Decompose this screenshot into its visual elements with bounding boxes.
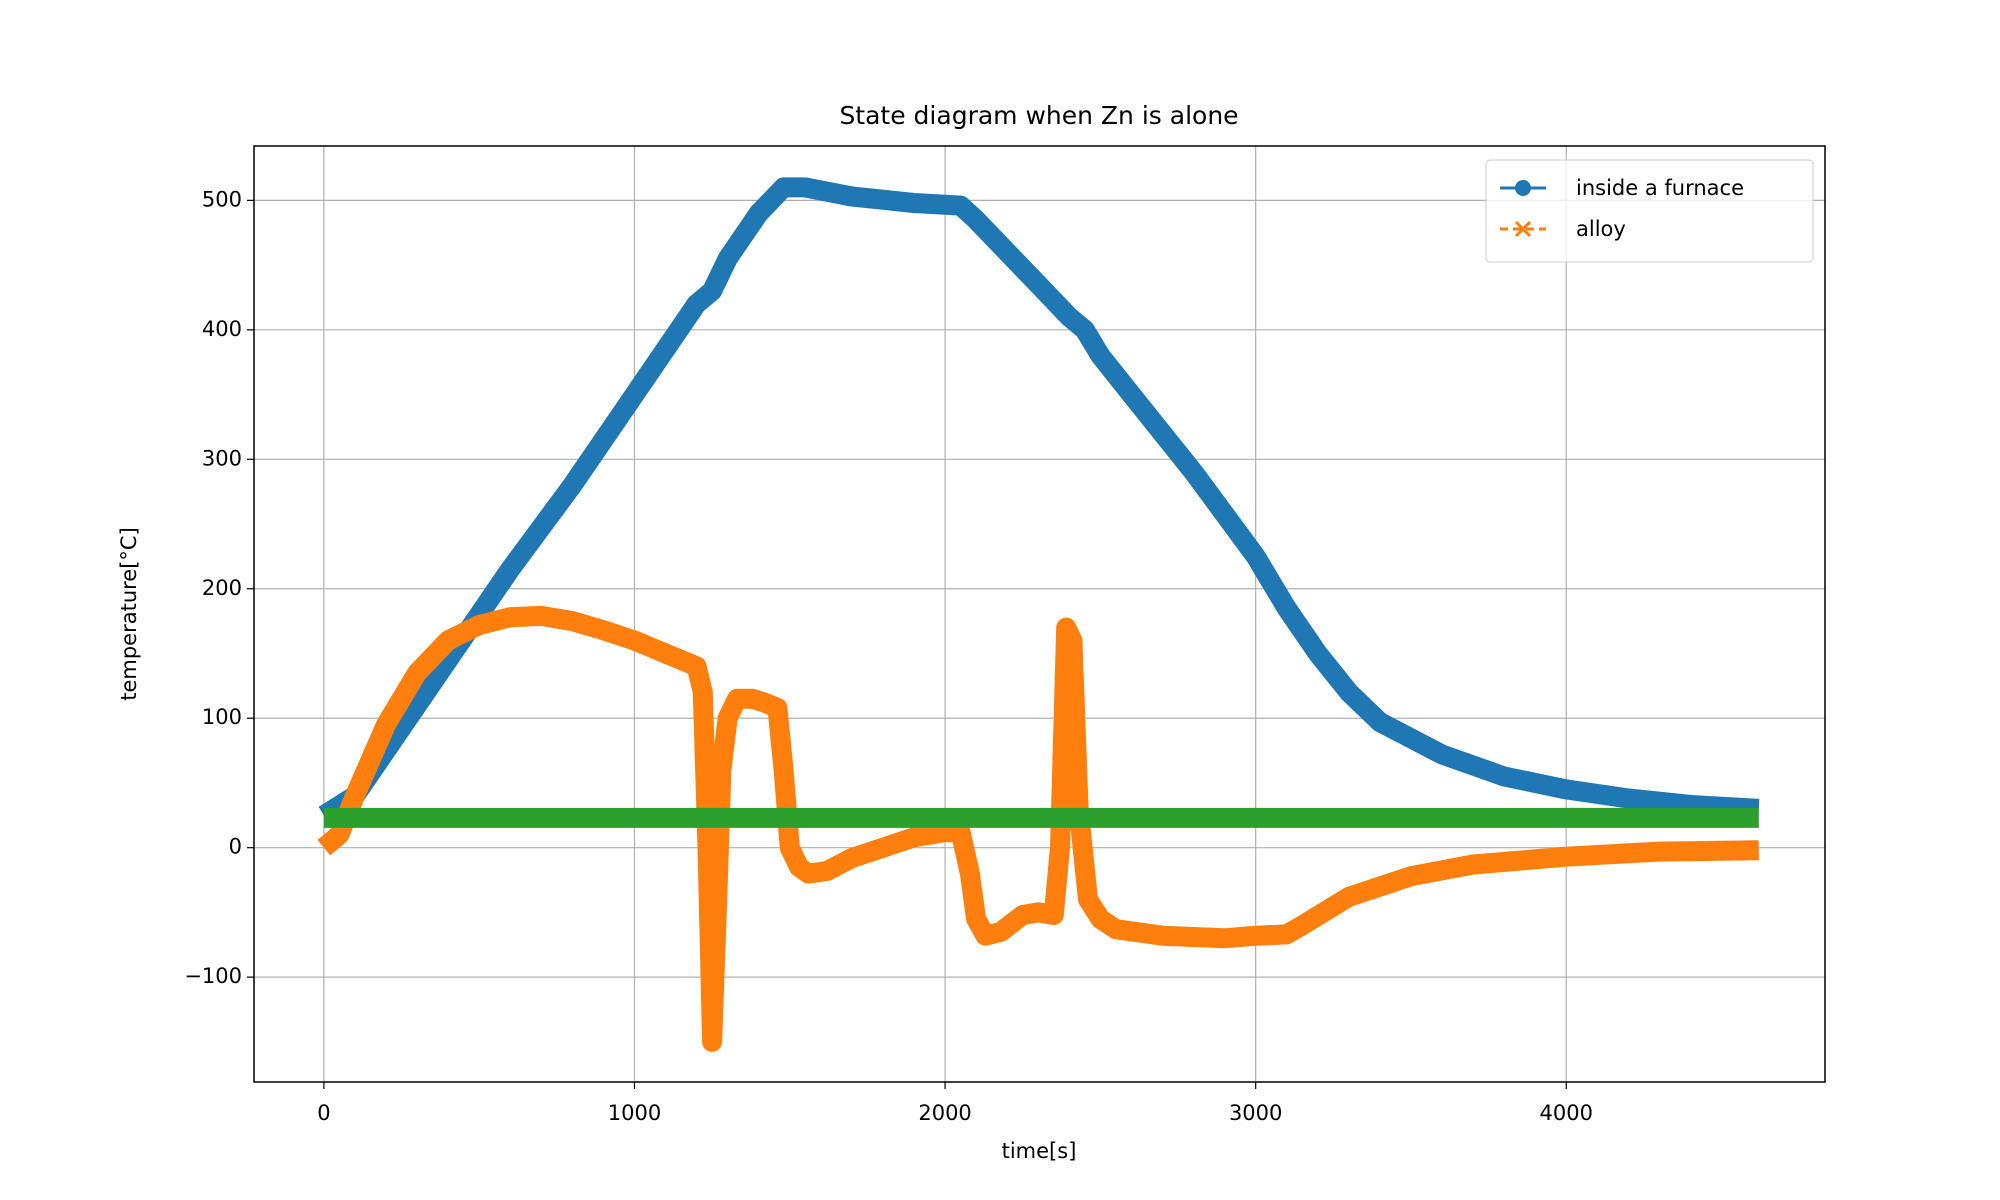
plot-frame	[253, 145, 1826, 1083]
legend-box	[1485, 159, 1814, 263]
chart-title: State diagram when Zn is alone	[839, 101, 1238, 130]
legend-marker	[1515, 180, 1531, 196]
y-tick-label: 400	[202, 317, 242, 341]
x-axis-label: time[s]	[1002, 1139, 1077, 1163]
y-tick-label: 200	[202, 576, 242, 600]
x-tick-label: 3000	[1229, 1101, 1282, 1125]
legend-marker	[1514, 220, 1532, 238]
series-line	[318, 177, 1760, 824]
y-tick-label: 100	[202, 705, 242, 729]
x-tick-label: 4000	[1540, 1101, 1593, 1125]
y-tick-label: −100	[184, 964, 242, 988]
x-tick-label: 1000	[608, 1101, 661, 1125]
y-tick-label: 500	[202, 187, 242, 211]
x-tick-label: 0	[317, 1101, 330, 1125]
legend-label: alloy	[1576, 217, 1626, 241]
legend-label: inside a furnace	[1576, 176, 1744, 200]
x-tick-label: 2000	[918, 1101, 971, 1125]
series-line	[317, 605, 1759, 1052]
y-tick-label: 0	[229, 835, 242, 859]
y-tick-label: 300	[202, 446, 242, 470]
y-axis-label: temperature[°C]	[117, 527, 141, 701]
